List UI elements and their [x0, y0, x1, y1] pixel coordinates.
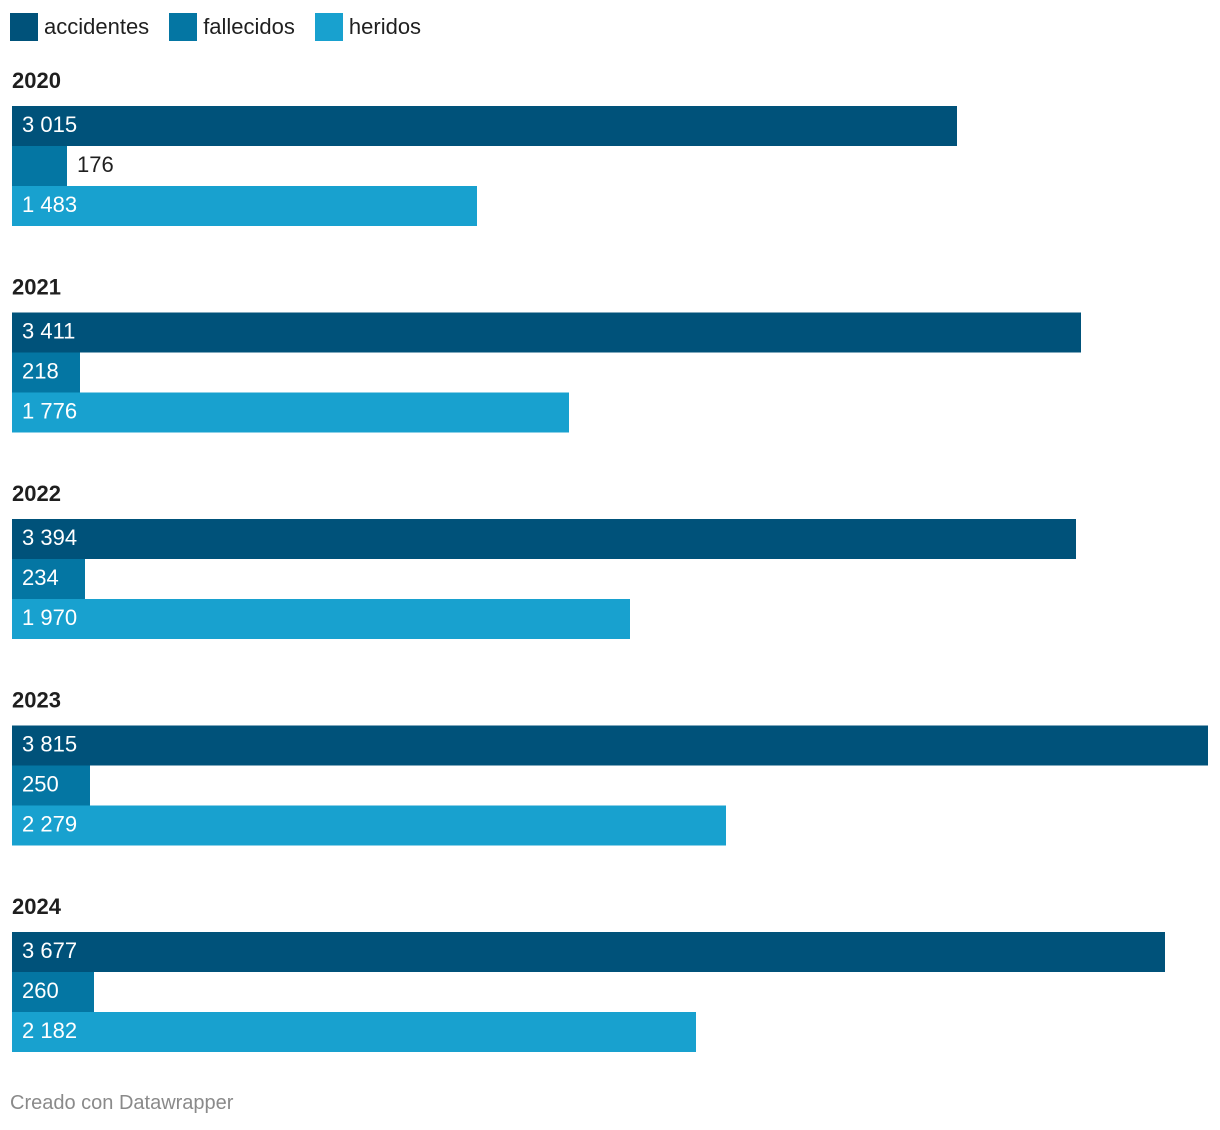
bar-fallecidos-2023 [12, 765, 90, 806]
data-label-accidentes-2020: 3 015 [22, 112, 77, 137]
category-label-2022: 2022 [12, 481, 61, 506]
category-label-2021: 2021 [12, 274, 61, 299]
bar-accidentes-2023 [12, 725, 1208, 766]
bar-heridos-2024 [12, 1012, 696, 1052]
bar-accidentes-2024 [12, 932, 1165, 972]
data-label-accidentes-2021: 3 411 [22, 318, 75, 343]
legend-swatch-fallecidos [169, 13, 198, 41]
data-label-fallecidos-2023: 250 [22, 771, 59, 796]
bar-heridos-2022 [12, 599, 630, 639]
bar-heridos-2023 [12, 805, 726, 846]
data-label-accidentes-2022: 3 394 [22, 525, 77, 550]
bar-fallecidos-2020 [12, 146, 67, 186]
legend-item-accidentes: accidentes [10, 13, 149, 41]
legend-label-heridos: heridos [348, 14, 422, 39]
data-label-fallecidos-2022: 234 [22, 565, 59, 590]
legend-label-fallecidos: fallecidos [203, 14, 295, 39]
category-label-2024: 2024 [12, 894, 62, 919]
category-label-2020: 2020 [12, 68, 61, 93]
bar-accidentes-2021 [12, 312, 1081, 353]
legend-swatch-heridos [314, 13, 343, 41]
bar-fallecidos-2024 [12, 972, 94, 1012]
data-label-fallecidos-2024: 260 [22, 978, 59, 1003]
data-label-heridos-2024: 2 182 [22, 1018, 77, 1043]
data-label-fallecidos-2020: 176 [77, 152, 114, 177]
bar-heridos-2021 [12, 392, 569, 433]
bar-accidentes-2022 [12, 519, 1076, 559]
data-label-heridos-2020: 1 483 [22, 192, 77, 217]
legend-label-accidentes: accidentes [44, 14, 150, 39]
data-label-heridos-2021: 1 776 [22, 398, 77, 423]
data-label-accidentes-2023: 3 815 [22, 731, 77, 756]
data-label-heridos-2022: 1 970 [22, 605, 77, 630]
data-label-heridos-2023: 2 279 [22, 811, 77, 836]
bar-fallecidos-2021 [12, 352, 80, 393]
data-label-fallecidos-2021: 218 [22, 358, 59, 383]
bar-heridos-2020 [12, 186, 477, 226]
legend-item-heridos: heridos [314, 13, 422, 41]
legend-swatch-accidentes [10, 13, 38, 41]
footer-credit: Creado con Datawrapper [10, 1092, 234, 1114]
data-label-accidentes-2024: 3 677 [22, 938, 77, 963]
bar-accidentes-2020 [12, 106, 957, 146]
category-label-2023: 2023 [12, 687, 61, 712]
legend-item-fallecidos: fallecidos [169, 13, 295, 41]
legend: accidentes fallecidos heridos [10, 12, 441, 42]
bar-fallecidos-2022 [12, 559, 85, 599]
